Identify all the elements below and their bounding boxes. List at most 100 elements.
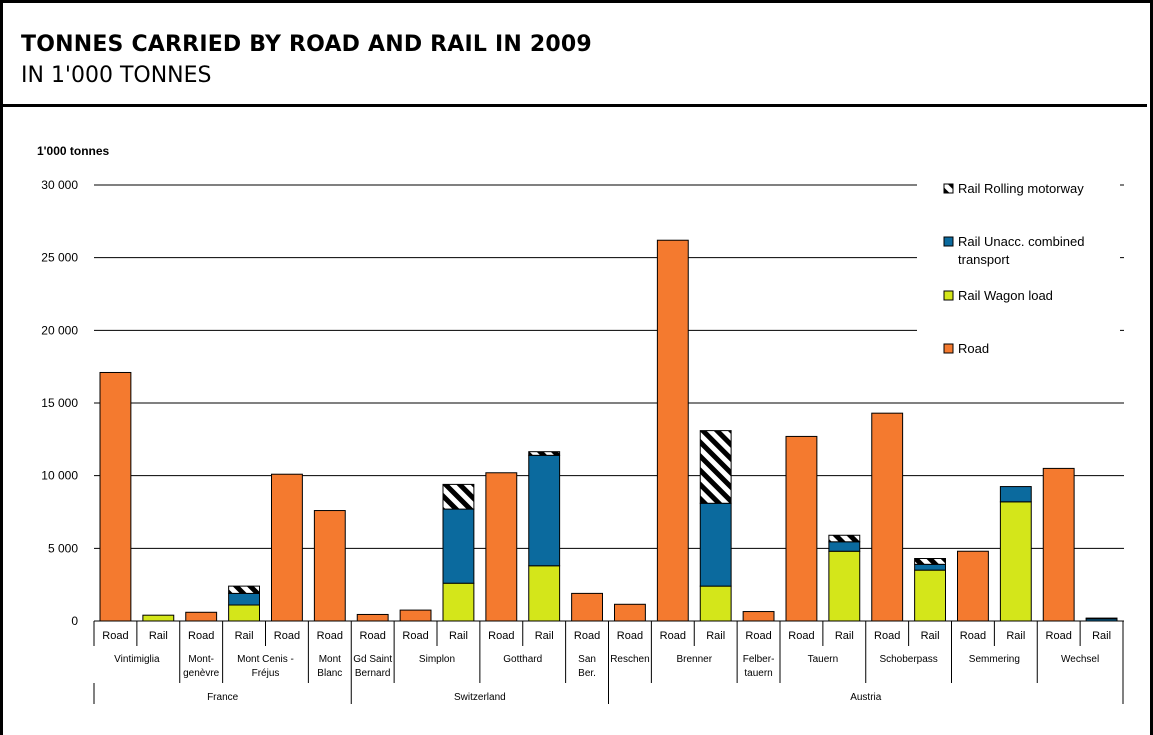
- pass-label: Mont-: [188, 654, 214, 665]
- bar-category-label: Road: [102, 630, 128, 642]
- bar-segment-road: [656, 239, 689, 622]
- y-tick-label: 20 000: [41, 323, 78, 337]
- bar-segment-rolling: [1085, 617, 1118, 620]
- bar-segment-road: [185, 611, 218, 622]
- bar-segment-road: [271, 473, 303, 622]
- country-label: Switzerland: [454, 692, 506, 703]
- legend-swatch-rolling: [943, 183, 954, 194]
- pass-label: Schoberpass: [879, 654, 937, 665]
- bar-segment-wagon: [914, 569, 946, 622]
- bar-segment-wagon: [228, 604, 260, 622]
- bar-category-label: Road: [317, 630, 343, 642]
- bar-segment-unacc: [999, 486, 1032, 503]
- bar-category-label: Road: [402, 630, 428, 642]
- bar-segment-road: [742, 611, 775, 622]
- legend-swatch-unacc: [943, 236, 954, 247]
- y-tick-label: 25 000: [41, 251, 78, 265]
- bar-category-label: Road: [360, 630, 386, 642]
- pass-label: San: [578, 654, 596, 665]
- bar-segment-unacc: [828, 541, 861, 552]
- bar-segment-unacc: [699, 502, 732, 587]
- bar-segment-rolling: [528, 451, 561, 456]
- bar-segment-wagon: [442, 582, 475, 622]
- country-label: France: [207, 692, 239, 703]
- bar-segment-rolling: [699, 430, 732, 504]
- bar-category-label: Road: [788, 630, 814, 642]
- bar-segment-road: [1042, 467, 1075, 622]
- bar-category-label: Road: [960, 630, 986, 642]
- bar-segment-road: [571, 592, 603, 622]
- bar-segment-rolling: [914, 558, 946, 565]
- bar-category-label: Rail: [1006, 630, 1025, 642]
- bar-segment-road: [871, 412, 904, 622]
- pass-label: Ber.: [578, 668, 596, 679]
- pass-label: Tauern: [808, 654, 839, 665]
- chart-title: TONNES CARRIED BY ROAD AND RAIL IN 2009: [21, 32, 592, 57]
- bar-segment-road: [313, 510, 346, 622]
- pass-label: tauern: [744, 668, 772, 679]
- pass-label: genèvre: [183, 668, 220, 679]
- bar-category-label: Road: [188, 630, 214, 642]
- pass-label: Gd Saint: [353, 654, 392, 665]
- pass-label: Semmering: [969, 654, 1020, 665]
- country-label: Austria: [850, 692, 882, 703]
- y-tick-label: 15 000: [41, 396, 78, 410]
- chart-header: TONNES CARRIED BY ROAD AND RAIL IN 2009 …: [0, 0, 1147, 107]
- legend-swatch-wagon: [943, 290, 954, 301]
- bar-category-label: Rail: [235, 630, 254, 642]
- legend-label: Rail Rolling motorway: [958, 181, 1084, 196]
- chart-subtitle: IN 1'000 TONNES: [21, 63, 212, 88]
- legend-swatch-road: [943, 343, 954, 354]
- pass-label: Gotthard: [503, 654, 542, 665]
- legend-label: Rail Wagon load: [958, 288, 1053, 303]
- legend-label: Rail Unacc. combined: [958, 234, 1084, 249]
- bar-category-label: Rail: [535, 630, 554, 642]
- bar-category-label: Rail: [835, 630, 854, 642]
- bar-category-label: Road: [660, 630, 686, 642]
- bar-category-label: Road: [488, 630, 514, 642]
- bar-segment-wagon: [142, 614, 175, 622]
- y-tick-label: 30 000: [41, 178, 78, 192]
- bar-segment-wagon: [699, 585, 732, 622]
- y-tick-label: 0: [71, 614, 78, 628]
- pass-label: Mont Cenis -: [237, 654, 294, 665]
- pass-label: Felber-: [743, 654, 775, 665]
- bar-category-label: Rail: [149, 630, 168, 642]
- pass-label: Bernard: [355, 668, 391, 679]
- pass-label: Mont: [319, 654, 341, 665]
- bar-segment-unacc: [914, 563, 946, 571]
- y-tick-label: 5 000: [48, 541, 78, 555]
- bar-category-label: Rail: [449, 630, 468, 642]
- bar-category-label: Road: [874, 630, 900, 642]
- legend-label: transport: [958, 252, 1010, 267]
- bar-category-label: Road: [574, 630, 600, 642]
- bar-segment-road: [957, 550, 989, 622]
- bar-segment-rolling: [442, 483, 475, 510]
- bar-category-label: Road: [617, 630, 643, 642]
- bar-segment-road: [399, 609, 432, 622]
- pass-label: Vintimiglia: [114, 654, 160, 665]
- bar-segment-wagon: [528, 565, 561, 622]
- bar-segment-road: [785, 435, 818, 622]
- bar-segment-rolling: [828, 534, 861, 543]
- bar-category-label: Road: [1046, 630, 1072, 642]
- bar-segment-unacc: [228, 592, 260, 606]
- pass-label: Fréjus: [252, 668, 280, 679]
- bar-segment-road: [485, 472, 518, 622]
- bar-category-label: Road: [274, 630, 300, 642]
- pass-label: Wechsel: [1061, 654, 1099, 665]
- pass-label: Simplon: [419, 654, 455, 665]
- bar-segment-unacc: [442, 508, 475, 584]
- pass-label: Blanc: [317, 668, 342, 679]
- bar-segment-road: [356, 613, 389, 622]
- bar-category-label: Rail: [706, 630, 725, 642]
- legend-label: Road: [958, 341, 989, 356]
- pass-label: Reschen: [610, 654, 649, 665]
- bar-segment-road: [614, 603, 646, 622]
- bar-category-label: Road: [745, 630, 771, 642]
- bar-segment-wagon: [999, 501, 1032, 622]
- bar-segment-road: [99, 371, 132, 622]
- bar-segment-unacc: [528, 454, 561, 567]
